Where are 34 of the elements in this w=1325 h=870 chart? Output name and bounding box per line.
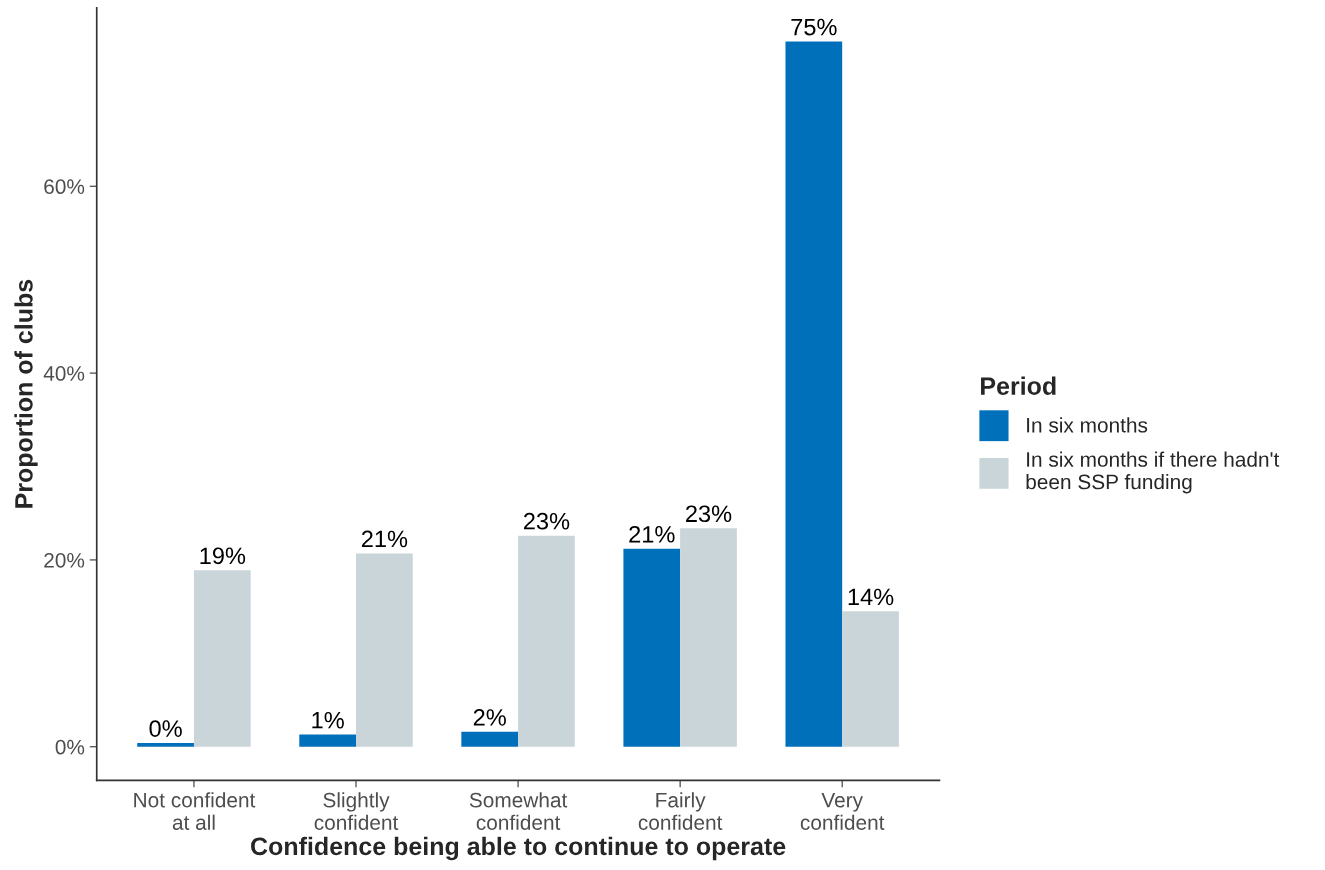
bar <box>193 570 251 747</box>
bar <box>137 743 194 747</box>
legend-label: In six months if there hadn't been SSP funding <box>1026 451 1280 494</box>
y-tick-label: 40% <box>43 366 85 381</box>
data-label: 23% <box>686 505 732 523</box>
bar <box>785 41 843 747</box>
x-tick-label: Not confident at all <box>134 792 256 830</box>
y-axis-title: Proportion of clubs <box>14 279 38 508</box>
data-label: 21% <box>361 530 408 548</box>
bar <box>299 734 357 747</box>
x-tick-label: Very confident <box>800 792 885 830</box>
data-label: 23% <box>524 512 570 530</box>
y-tick-label: 20% <box>44 552 85 568</box>
data-label: 14% <box>848 588 894 606</box>
data-label: 2% <box>473 709 506 726</box>
bar <box>680 528 737 747</box>
data-label: 19% <box>200 547 246 565</box>
legend-label: In six months <box>1027 417 1148 433</box>
legend-title: Period <box>981 376 1056 395</box>
data-label: 1% <box>312 711 344 729</box>
x-axis-title: Confidence being able to continue to operate <box>251 836 786 861</box>
data-label: 21% <box>629 525 675 543</box>
bar <box>623 548 681 747</box>
x-tick-label: Slightly confident <box>314 792 399 830</box>
bar <box>356 553 413 747</box>
y-tick-label: 60% <box>44 179 85 195</box>
bar <box>518 535 575 747</box>
y-tick-label: 0% <box>55 739 85 755</box>
x-tick-label: Somewhat confident <box>469 792 568 830</box>
data-label: 0% <box>149 720 182 737</box>
bar <box>461 731 519 747</box>
bar <box>842 611 899 747</box>
x-tick-label: Fairly confident <box>638 792 723 830</box>
data-label: 75% <box>791 18 837 36</box>
